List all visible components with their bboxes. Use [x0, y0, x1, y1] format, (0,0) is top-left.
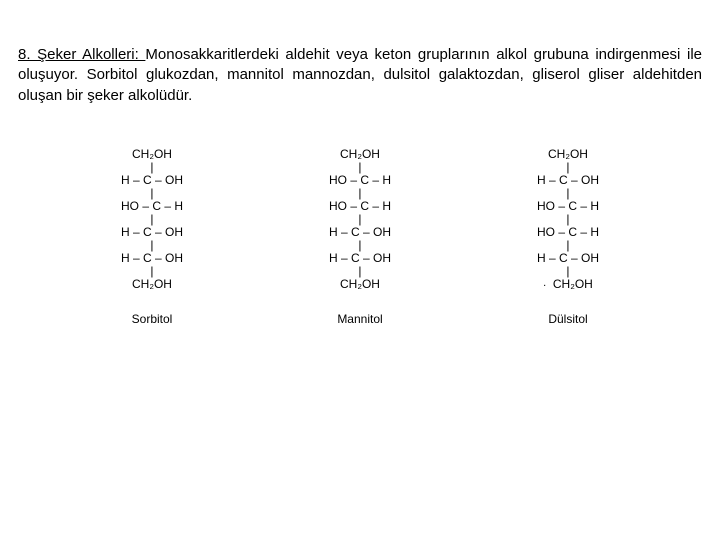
structure-line: CH₂OH [329, 276, 391, 292]
molecule-label: Dülsitol [548, 312, 587, 326]
fischer-projection: CH₂OH | HO – C – H | HO – C – H | H – C … [329, 146, 391, 292]
bond-icon: | [329, 266, 391, 276]
bond-icon: | [537, 240, 599, 250]
bond-icon: | [329, 214, 391, 224]
fischer-projection: CH₂OH | H – C – OH | HO – C – H | H – C … [121, 146, 183, 292]
bond-icon: | [121, 240, 183, 250]
section-heading: 8. Şeker Alkolleri: [18, 46, 145, 63]
bond-icon: | [121, 214, 183, 224]
structure-line: CH₂OH [121, 276, 183, 292]
structure-text: CH₂OH [553, 278, 593, 290]
molecule-dulsitol: CH₂OH | H – C – OH | HO – C – H | HO – C… [537, 146, 599, 326]
molecule-label: Mannitol [337, 312, 382, 326]
structure-line: . CH₂OH [537, 276, 599, 292]
bond-icon: | [121, 188, 183, 198]
molecule-mannitol: CH₂OH | HO – C – H | HO – C – H | H – C … [329, 146, 391, 326]
bond-icon: | [329, 240, 391, 250]
bond-icon: | [121, 162, 183, 172]
structures-row: CH₂OH | H – C – OH | HO – C – H | H – C … [18, 146, 702, 326]
bond-icon: | [537, 266, 599, 276]
molecule-label: Sorbitol [132, 312, 173, 326]
dot-prefix: . [543, 278, 546, 289]
fischer-projection: CH₂OH | H – C – OH | HO – C – H | HO – C… [537, 146, 599, 292]
bond-icon: | [329, 162, 391, 172]
molecule-sorbitol: CH₂OH | H – C – OH | HO – C – H | H – C … [121, 146, 183, 326]
bond-icon: | [121, 266, 183, 276]
paragraph: 8. Şeker Alkolleri: Monosakkaritlerdeki … [18, 45, 702, 106]
bond-icon: | [329, 188, 391, 198]
bond-icon: | [537, 188, 599, 198]
page-content: 8. Şeker Alkolleri: Monosakkaritlerdeki … [0, 0, 720, 356]
bond-icon: | [537, 214, 599, 224]
bond-icon: | [537, 162, 599, 172]
